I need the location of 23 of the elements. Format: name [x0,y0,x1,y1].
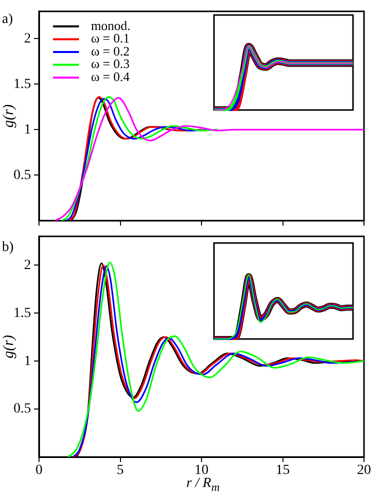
x-tick-label: 20 [357,463,371,478]
legend-label: ω = 0.3 [91,56,130,72]
y-axis-title: g(r) [0,104,17,128]
y-tick-label: 1.5 [14,306,31,321]
chart-title: a) [2,12,13,28]
x-tick-label: 15 [276,463,290,478]
x-tick-label: 0 [36,463,42,478]
y-axis-title: g(r) [0,335,17,358]
y-tick-label: 2 [24,31,31,46]
y-tick-label: 0.5 [14,168,31,183]
y-tick-label: 2 [24,258,31,273]
legend-label: ω = 0.4 [91,69,130,84]
y-tick-label: 1 [24,122,31,138]
x-tick-label: 10 [194,463,208,478]
chart-title: b) [2,240,14,256]
x-axis-title: r / R$_{m}$ [186,476,220,494]
y-tick-label: 0.5 [14,402,31,417]
legend-label: ω = 0.2 [91,43,130,58]
y-tick-label: 1.5 [14,76,31,92]
legend-label: monod. [91,18,130,33]
y-tick-label: 1 [24,354,31,369]
x-tick-label: 5 [116,463,124,478]
legend-label: ω = 0.1 [91,30,130,46]
